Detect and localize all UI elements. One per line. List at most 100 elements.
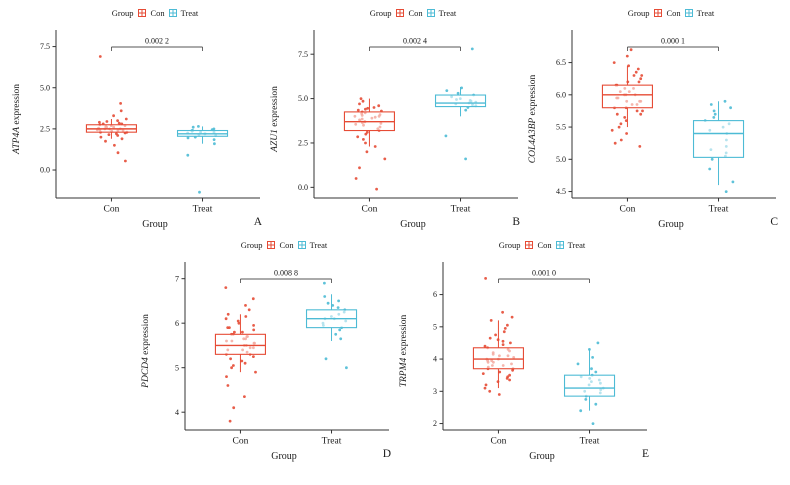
x-axis-label: Group <box>142 219 168 230</box>
panel-legend: Group Con Treat <box>44 6 266 20</box>
legend-key-treat-icon <box>168 9 177 17</box>
con-box <box>214 314 266 373</box>
y-tick-label: 7.5 <box>40 42 50 51</box>
x-tick-label-treat: Treat <box>193 205 213 215</box>
legend-entry-con: Con <box>408 8 423 18</box>
boxplot-azu1: 0.0 2.5 5.0 7.5 Con Treat Group AZU1 expression… <box>270 30 518 230</box>
p-value-label: 0.002 2 <box>145 37 169 46</box>
legend-title: Group <box>627 8 650 18</box>
y-axis-label: COL4A3BP expression <box>528 75 538 164</box>
treat-box <box>563 349 616 411</box>
y-axis-label: PDCD4 expression <box>141 314 151 389</box>
panel-legend: Group Con Treat <box>560 6 782 20</box>
x-axis-label: Group <box>271 451 297 462</box>
treat-box <box>176 126 229 144</box>
legend-title: Group <box>369 8 392 18</box>
legend-entry-treat: Treat <box>567 240 586 250</box>
legend-entry-con: Con <box>279 240 294 250</box>
y-tick-label: 6 <box>433 290 437 299</box>
legend-entry-treat: Treat <box>309 240 328 250</box>
con-box <box>472 320 524 389</box>
significance-bracket: 0.008 8 <box>239 269 332 283</box>
boxplot-atp4a: 0.0 2.5 5.0 7.5 Con Treat Group ATP4A expressio… <box>12 30 260 230</box>
con-box <box>343 98 395 147</box>
boxplot-trpm4: 2 3 4 5 6 Con Treat Group TRPM4 expression 0.001 … <box>399 262 647 462</box>
x-tick-label-con: Con <box>233 437 249 447</box>
panel-legend: Group Con Treat <box>173 238 395 252</box>
x-tick-label-con: Con <box>104 205 120 215</box>
x-tick-label-treat: Treat <box>580 437 600 447</box>
treat-box <box>692 101 745 186</box>
figure-row-bottom: Group Con Treat 4 5 6 7 Con Treat Group PDCD4 expr… <box>0 238 790 470</box>
y-tick-label: 4.5 <box>556 187 566 196</box>
con-box <box>601 65 653 128</box>
boxplot-col4a3bp: 4.5 5.0 5.5 6.0 6.5 Con Treat Group COL4A3BP exp… <box>528 30 776 230</box>
p-value-label: 0.002 4 <box>403 37 427 46</box>
legend-entry-treat: Treat <box>696 8 715 18</box>
panel-letter-d: D <box>382 448 391 460</box>
y-axis-label: AZU1 expression <box>270 86 280 153</box>
p-value-label: 0.001 0 <box>532 269 556 278</box>
legend-title: Group <box>240 240 263 250</box>
panel-letter-e: E <box>641 448 649 460</box>
y-tick-label: 4 <box>175 408 179 417</box>
x-axis-label: Group <box>658 219 684 230</box>
significance-bracket: 0.002 4 <box>368 37 461 51</box>
y-tick-label: 5 <box>175 363 179 372</box>
y-tick-label: 5.0 <box>298 94 308 103</box>
y-tick-label: 2 <box>433 419 437 428</box>
legend-entry-treat: Treat <box>438 8 457 18</box>
x-tick-label-treat: Treat <box>451 205 471 215</box>
legend-entry-con: Con <box>537 240 552 250</box>
x-tick-label-con: Con <box>491 437 507 447</box>
legend-key-con-icon <box>525 241 534 249</box>
panel-C: Group Con Treat 4.5 5.0 5.5 6.0 6.5 Con Treat Grou… <box>524 6 782 238</box>
con-points <box>95 55 129 163</box>
x-tick-label-con: Con <box>362 205 378 215</box>
legend-key-treat-icon <box>426 9 435 17</box>
y-tick-label: 0.0 <box>298 183 308 192</box>
panel-letter-a: A <box>253 216 262 228</box>
legend-key-treat-icon <box>297 241 306 249</box>
panel-A: Group Con Treat 0.0 2.5 5.0 7.5 Con Treat Group AT… <box>8 6 266 238</box>
legend-key-treat-icon <box>555 241 564 249</box>
y-tick-label: 5.0 <box>556 155 566 164</box>
y-tick-label: 6.5 <box>556 58 566 67</box>
treat-box <box>434 87 487 117</box>
boxplot-pdcd4: 4 5 6 7 Con Treat Group PDCD4 expression 0.008 8 <box>141 262 389 462</box>
x-tick-label-con: Con <box>620 205 636 215</box>
y-tick-label: 5 <box>433 322 437 331</box>
y-axis-label: ATP4A expression <box>12 84 22 155</box>
y-tick-label: 2.5 <box>298 139 308 148</box>
y-axis-label: TRPM4 expression <box>399 314 409 387</box>
y-tick-label: 5.5 <box>556 123 566 132</box>
y-tick-label: 4 <box>433 355 437 364</box>
y-tick-label: 3 <box>433 387 437 396</box>
legend-entry-con: Con <box>150 8 165 18</box>
panel-E: Group Con Treat 2 3 4 5 6 Con Treat Group TRPM4 exp… <box>395 238 653 470</box>
y-tick-label: 5.0 <box>40 83 50 92</box>
panel-legend: Group Con Treat <box>302 6 524 20</box>
p-value-label: 0.000 1 <box>661 37 685 46</box>
significance-bracket: 0.002 2 <box>110 37 203 51</box>
panel-letter-c: C <box>770 216 778 228</box>
panel-B: Group Con Treat 0.0 2.5 5.0 7.5 Con Treat Group AZ… <box>266 6 524 238</box>
p-value-label: 0.008 8 <box>274 269 298 278</box>
y-tick-label: 6.0 <box>556 90 566 99</box>
panel-letter-b: B <box>512 216 520 228</box>
significance-bracket: 0.000 1 <box>626 37 719 51</box>
legend-title: Group <box>111 8 134 18</box>
legend-key-con-icon <box>267 241 276 249</box>
x-tick-label-treat: Treat <box>709 205 729 215</box>
significance-bracket: 0.001 0 <box>497 269 590 283</box>
legend-key-con-icon <box>396 9 405 17</box>
y-tick-label: 2.5 <box>40 124 50 133</box>
panel-legend: Group Con Treat <box>431 238 653 252</box>
y-tick-label: 7 <box>175 274 179 283</box>
x-tick-label-treat: Treat <box>322 437 342 447</box>
x-axis-label: Group <box>529 451 555 462</box>
x-axis-label: Group <box>400 219 426 230</box>
y-tick-label: 7.5 <box>298 50 308 59</box>
legend-key-treat-icon <box>684 9 693 17</box>
